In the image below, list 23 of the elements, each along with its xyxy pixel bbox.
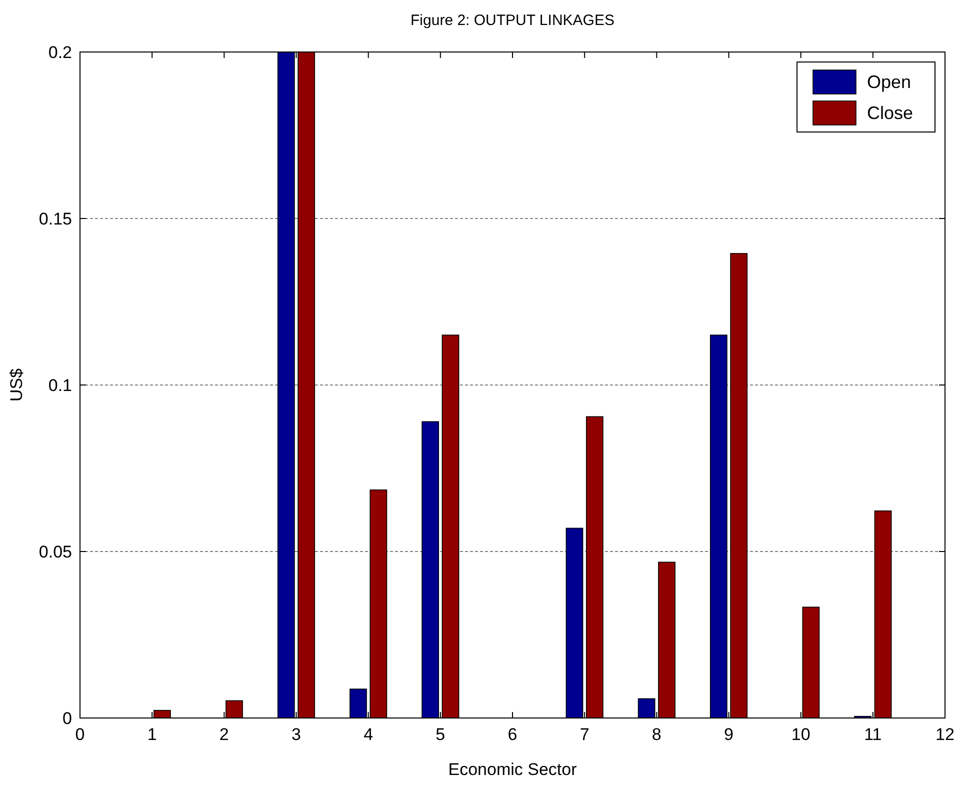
x-tick-label: 0: [75, 725, 85, 744]
x-tick-label: 6: [508, 725, 518, 744]
y-tick-label: 0.2: [48, 43, 72, 62]
y-tick-label: 0.1: [48, 376, 72, 395]
x-tick-label: 1: [147, 725, 157, 744]
x-tick-label: 9: [724, 725, 734, 744]
chart-title: Figure 2: OUTPUT LINKAGES: [410, 12, 614, 29]
x-tick-label: 12: [936, 725, 954, 744]
x-tick-label: 2: [219, 725, 229, 744]
legend-label: Close: [867, 103, 914, 123]
y-tick-label: 0.05: [38, 542, 72, 562]
x-tick-label: 10: [791, 725, 810, 744]
y-tick-label: 0: [62, 709, 72, 728]
x-tick-label: 3: [292, 725, 301, 744]
x-axis-title: Economic Sector: [448, 760, 578, 779]
x-tick-label: 8: [652, 725, 662, 744]
y-axis-title: US$: [7, 368, 26, 402]
x-tick-label: 11: [864, 725, 882, 744]
y-tick-label: 0.15: [38, 210, 72, 228]
x-tick-label: 5: [436, 725, 446, 744]
x-tick-label: 4: [364, 725, 374, 744]
x-tick-label: 7: [580, 725, 590, 744]
legend-label: Open: [867, 72, 912, 92]
